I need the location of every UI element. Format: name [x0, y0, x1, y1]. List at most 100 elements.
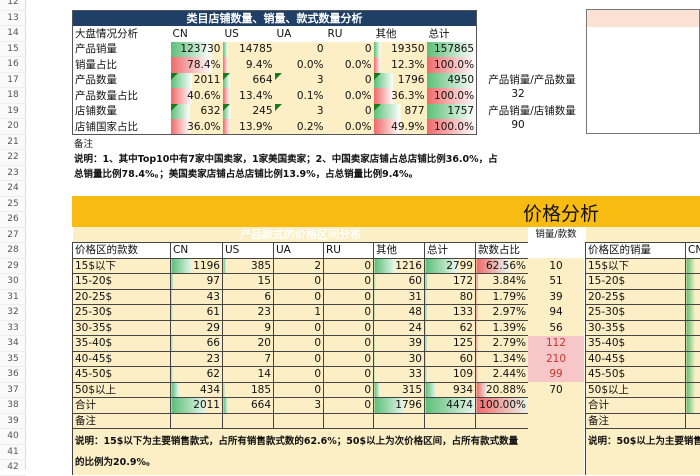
data-cell[interactable]: 1.39%: [476, 320, 529, 336]
data-cell[interactable]: 2.79%: [476, 336, 529, 352]
data-cell[interactable]: 0.2%: [275, 119, 326, 135]
data-cell[interactable]: 12.3%: [374, 57, 427, 73]
ratio-value[interactable]: 51: [528, 274, 584, 290]
data-cell[interactable]: 7: [223, 351, 274, 367]
empty-cell[interactable]: [171, 413, 223, 429]
row-number[interactable]: 15: [0, 42, 26, 58]
data-cell[interactable]: 66: [171, 336, 223, 352]
data-cell[interactable]: 315: [374, 382, 425, 398]
data-cell[interactable]: 0: [274, 320, 324, 336]
data-cell[interactable]: 0: [274, 274, 324, 290]
data-cell[interactable]: 0: [274, 336, 324, 352]
data-cell[interactable]: 0: [326, 73, 374, 89]
row-number[interactable]: 30: [0, 274, 26, 290]
data-cell[interactable]: 0.0%: [275, 57, 326, 73]
data-cell[interactable]: 49.9%: [374, 119, 427, 135]
data-cell[interactable]: 1796: [374, 73, 427, 89]
row-number[interactable]: 41: [0, 445, 26, 461]
data-cell[interactable]: 2.97%: [476, 305, 529, 321]
data-cell[interactable]: 3: [275, 73, 326, 89]
row-number[interactable]: 35: [0, 352, 26, 368]
row-number[interactable]: 40: [0, 429, 26, 445]
data-cell[interactable]: [686, 367, 700, 383]
data-cell[interactable]: 33: [374, 367, 425, 383]
data-cell[interactable]: [686, 274, 700, 290]
empty-cell[interactable]: [425, 413, 476, 429]
empty-cell[interactable]: [324, 413, 374, 429]
row-number[interactable]: 37: [0, 383, 26, 399]
data-cell[interactable]: 1757: [427, 104, 477, 120]
data-cell[interactable]: 0: [324, 336, 374, 352]
data-cell[interactable]: 24: [374, 320, 425, 336]
data-cell[interactable]: 157865: [427, 42, 477, 58]
data-cell[interactable]: 0.0%: [326, 88, 374, 104]
row-number[interactable]: 24: [0, 181, 26, 197]
row-number[interactable]: 26: [0, 212, 26, 228]
data-cell[interactable]: [686, 258, 700, 274]
row-number[interactable]: 33: [0, 321, 26, 337]
data-cell[interactable]: 0: [324, 289, 374, 305]
data-cell[interactable]: 0: [274, 289, 324, 305]
data-cell[interactable]: [686, 398, 700, 414]
data-cell[interactable]: 20.88%: [476, 382, 529, 398]
data-cell[interactable]: 13.4%: [223, 88, 275, 104]
data-cell[interactable]: 9.4%: [223, 57, 275, 73]
row-number[interactable]: 29: [0, 259, 26, 275]
data-cell[interactable]: 0.0%: [326, 57, 374, 73]
row-number[interactable]: 31: [0, 290, 26, 306]
ratio-value[interactable]: 94: [528, 305, 584, 321]
data-cell[interactable]: 1.79%: [476, 289, 529, 305]
row-number[interactable]: 18: [0, 88, 26, 104]
data-cell[interactable]: 0: [324, 258, 374, 274]
data-cell[interactable]: [686, 336, 700, 352]
data-cell[interactable]: 14: [223, 367, 274, 383]
data-cell[interactable]: 97: [171, 274, 223, 290]
data-cell[interactable]: 62: [425, 320, 476, 336]
data-cell[interactable]: 0: [324, 382, 374, 398]
row-number[interactable]: 12: [0, 0, 26, 11]
data-cell[interactable]: 31: [374, 289, 425, 305]
data-cell[interactable]: [686, 320, 700, 336]
data-cell[interactable]: 664: [223, 398, 274, 414]
row-number[interactable]: 19: [0, 104, 26, 120]
ratio-value[interactable]: 210: [528, 351, 584, 367]
row-number[interactable]: 16: [0, 57, 26, 73]
data-cell[interactable]: 23: [223, 305, 274, 321]
data-cell[interactable]: [686, 305, 700, 321]
data-cell[interactable]: 1.34%: [476, 351, 529, 367]
row-number[interactable]: 20: [0, 119, 26, 135]
data-cell[interactable]: 62: [171, 367, 223, 383]
data-cell[interactable]: 3.84%: [476, 274, 529, 290]
data-cell[interactable]: 632: [171, 104, 223, 120]
data-cell[interactable]: 2799: [425, 258, 476, 274]
data-cell[interactable]: [686, 289, 700, 305]
data-cell[interactable]: 2011: [171, 398, 223, 414]
data-cell[interactable]: 6: [223, 289, 274, 305]
data-cell[interactable]: 0.1%: [275, 88, 326, 104]
data-cell[interactable]: 185: [223, 382, 274, 398]
data-cell[interactable]: 934: [425, 382, 476, 398]
data-cell[interactable]: 2011: [171, 73, 223, 89]
data-cell[interactable]: 0: [324, 398, 374, 414]
data-cell[interactable]: 15: [223, 274, 274, 290]
data-cell[interactable]: 36.3%: [374, 88, 427, 104]
data-cell[interactable]: 2: [274, 258, 324, 274]
data-cell[interactable]: 4474: [425, 398, 476, 414]
data-cell[interactable]: 39: [374, 336, 425, 352]
data-cell[interactable]: 1: [274, 305, 324, 321]
data-cell[interactable]: 61: [171, 305, 223, 321]
ratio-value[interactable]: 56: [528, 320, 584, 336]
row-number[interactable]: 42: [0, 460, 26, 476]
data-cell[interactable]: 0: [274, 367, 324, 383]
data-cell[interactable]: 0: [326, 104, 374, 120]
data-cell[interactable]: 78.4%: [171, 57, 223, 73]
data-cell[interactable]: 0: [324, 274, 374, 290]
ratio-value[interactable]: 112: [528, 336, 584, 352]
data-cell[interactable]: 877: [374, 104, 427, 120]
data-cell[interactable]: 48: [374, 305, 425, 321]
data-cell[interactable]: 60: [425, 351, 476, 367]
data-cell[interactable]: 1216: [374, 258, 425, 274]
row-number[interactable]: 13: [0, 11, 26, 27]
ratio-value[interactable]: 39: [528, 289, 584, 305]
ratio-value[interactable]: 99: [528, 367, 584, 383]
